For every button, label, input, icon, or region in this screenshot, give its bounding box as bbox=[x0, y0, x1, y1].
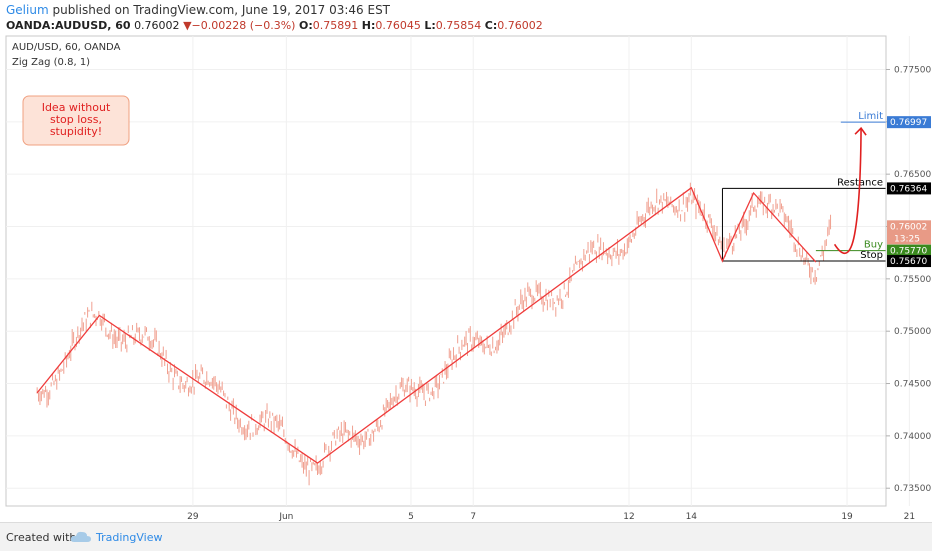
published-text: published on TradingView.com, June 19, 2… bbox=[48, 3, 391, 17]
price-tag-bg bbox=[887, 244, 931, 257]
projection-curve bbox=[833, 128, 862, 255]
symbol-label: OANDA:AUDUSD, 60 bbox=[6, 19, 131, 32]
x-tick-label: 7 bbox=[470, 512, 476, 522]
annotation-callout[interactable]: Idea without stop loss, stupidity! bbox=[22, 95, 130, 146]
close-label: C: bbox=[484, 19, 498, 32]
x-tick-label: 19 bbox=[841, 512, 853, 522]
open-value: 0.75891 bbox=[312, 19, 359, 32]
y-tick-label: 0.76500 bbox=[894, 170, 931, 180]
low-value: 0.75854 bbox=[435, 19, 482, 32]
footer: Created with TradingView bbox=[0, 522, 932, 551]
x-tick-label: 14 bbox=[686, 512, 698, 522]
y-tick-label: 0.75000 bbox=[894, 327, 931, 337]
grid bbox=[6, 36, 910, 506]
price-tag-buy: 0.75770 bbox=[890, 247, 927, 257]
y-tick-label: 0.73500 bbox=[894, 484, 931, 494]
tradingview-link[interactable]: TradingView bbox=[96, 531, 163, 544]
legend-symbol: AUD/USD, 60, OANDA bbox=[12, 42, 121, 53]
price-tag-stop: 0.75670 bbox=[890, 257, 927, 267]
y-tick-label: 0.74000 bbox=[894, 432, 931, 442]
author-link[interactable]: Gelium bbox=[6, 3, 49, 17]
candles bbox=[36, 182, 832, 486]
y-tick-label: 0.77500 bbox=[894, 65, 931, 75]
level-label-stop: Stop bbox=[860, 250, 883, 261]
y-tick-label: 0.74500 bbox=[894, 380, 931, 390]
x-tick-label: 21 bbox=[904, 512, 915, 522]
annotation-line-3: stupidity! bbox=[50, 125, 102, 138]
y-tick-label: 0.75500 bbox=[894, 275, 931, 285]
price-tag-restance: 0.76364 bbox=[890, 184, 927, 194]
current-price-tag-bg bbox=[887, 220, 931, 245]
zigzag bbox=[36, 186, 817, 464]
high-label: H: bbox=[361, 19, 376, 32]
annotation-line-1: Idea without bbox=[42, 101, 111, 114]
x-tick-label: 5 bbox=[408, 512, 414, 522]
price-tag-limit: 0.76997 bbox=[890, 118, 927, 128]
x-axis: 29Jun57121419212628 bbox=[187, 512, 915, 522]
x-tick-label: 12 bbox=[623, 512, 634, 522]
ohlc-header: OANDA:AUDUSD, 60 0.76002 ▼−0.00228 (−0.3… bbox=[6, 19, 543, 32]
current-price-tag: 0.76002 bbox=[890, 222, 927, 232]
zigzag-line bbox=[36, 186, 817, 464]
price-tag-bg bbox=[887, 182, 931, 195]
last-price: 0.76002 bbox=[134, 19, 180, 32]
level-label-buy: Buy bbox=[864, 240, 883, 251]
annotation-line-2: stop loss, bbox=[50, 113, 102, 126]
arrow-head-icon bbox=[854, 126, 867, 136]
publish-header: Gelium published on TradingView.com, Jun… bbox=[6, 3, 390, 17]
level-label-limit: Limit bbox=[858, 111, 883, 122]
created-with-text: Created with bbox=[6, 531, 77, 544]
tradingview-cloud-icon bbox=[70, 531, 91, 542]
x-tick-label: Jun bbox=[278, 512, 293, 522]
low-label: L: bbox=[424, 19, 436, 32]
price-change: −0.00228 (−0.3%) bbox=[191, 19, 296, 32]
legend-indicator[interactable]: Zig Zag (0.8, 1) bbox=[12, 57, 90, 68]
y-axis: 0.775000.770000.765000.760000.755000.750… bbox=[886, 65, 931, 494]
price-tag-bg bbox=[887, 255, 931, 268]
price-tag-bg bbox=[887, 116, 931, 129]
countdown-label: 13:25 bbox=[894, 234, 920, 244]
open-label: O: bbox=[298, 19, 313, 32]
close-value: 0.76002 bbox=[497, 19, 543, 32]
high-value: 0.76045 bbox=[375, 19, 421, 32]
projection-arrow bbox=[833, 126, 867, 255]
x-tick-label: 29 bbox=[187, 512, 199, 522]
change-down-icon: ▼ bbox=[183, 19, 192, 32]
plot-area[interactable] bbox=[5, 35, 887, 507]
